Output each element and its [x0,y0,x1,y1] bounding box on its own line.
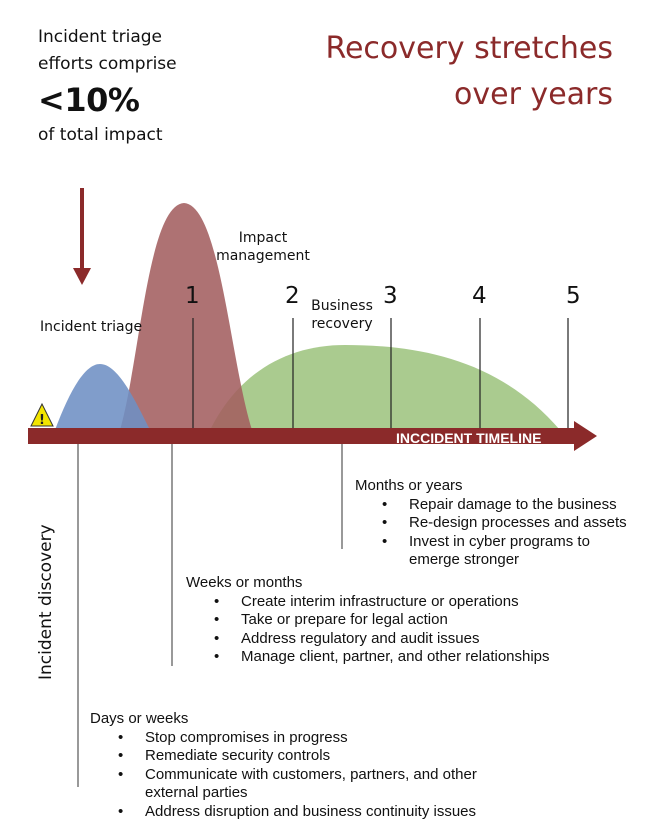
impact-management-label: Impact management [213,229,313,265]
timeline-label: INCCIDENT TIMELINE [396,430,542,446]
intro-line-1: Incident triage [38,27,162,47]
business-recovery-label: Business recovery [300,297,384,333]
marker-number-5: 5 [566,283,581,309]
list-item: Re-design processes and assets [382,514,627,533]
phase-title: Days or weeks [90,710,189,727]
list-item: Address regulatory and audit issues [214,630,550,649]
list-item: Create interim infrastructure or operati… [214,593,550,612]
phase-title: Months or years [355,477,463,494]
phase-title: Weeks or months [186,574,303,591]
incident-discovery-label: Incident discovery [36,524,56,680]
list-item: Manage client, partner, and other relati… [214,648,549,667]
marker-number-3: 3 [383,283,398,309]
marker-number-4: 4 [472,283,487,309]
list-item-continuation: emerge stronger [409,551,520,568]
incident-triage-curve [55,364,150,430]
list-item: Repair damage to the business [382,496,627,515]
timeline-arrow-head-icon [574,421,597,451]
intro-stat: <10% [38,81,140,119]
list-item: Address disruption and business continui… [118,803,477,822]
warning-triangle-icon: ! [30,402,54,428]
phase-weeks-or-months: Weeks or months Create interim infrastru… [186,574,550,667]
headline: Recovery stretches over years [325,26,613,118]
headline-line-2: over years [454,77,613,112]
headline-line-1: Recovery stretches [325,31,613,66]
list-item: Take or prepare for legal action [214,611,550,630]
intro-line-3: of total impact [38,125,163,145]
business-label-line-1: Business [311,298,373,314]
list-item: Communicate with customers, partners, an… [118,766,477,785]
business-recovery-curve [210,345,560,430]
marker-number-1: 1 [185,283,200,309]
impact-label-line-2: management [216,248,310,264]
phase-days-or-weeks: Days or weeks Stop compromises in progre… [90,710,477,821]
list-item-continuation: external parties [145,784,248,801]
impact-label-line-1: Impact [238,230,288,246]
incident-triage-label: Incident triage [40,319,143,335]
timeline-arrow-bar [28,428,576,444]
down-arrow-head-icon [73,268,91,285]
intro-statement: Incident triage efforts comprise <10% of… [38,24,238,149]
business-label-line-2: recovery [311,316,373,332]
list-item: Invest in cyber programs to [382,533,627,552]
intro-line-2: efforts comprise [38,54,177,74]
impact-management-curve [120,203,252,430]
list-item: Stop compromises in progress [118,729,477,748]
list-item: Remediate security controls [118,747,477,766]
phase-months-or-years: Months or years Repair damage to the bus… [355,477,627,570]
marker-number-2: 2 [285,283,300,309]
warning-glyph: ! [39,413,45,428]
